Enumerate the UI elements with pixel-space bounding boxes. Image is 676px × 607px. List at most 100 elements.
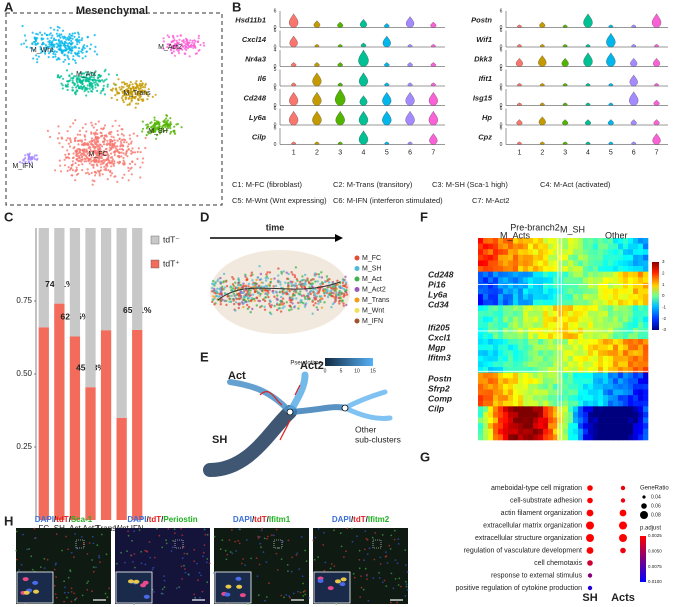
heatmap-cell	[523, 249, 528, 255]
heatmap-cell	[608, 395, 613, 401]
heatmap-cell	[573, 289, 578, 295]
heatmap-cell	[643, 311, 648, 317]
micrograph-nucleus	[44, 567, 46, 569]
umap-cell	[59, 160, 61, 162]
heatmap-cell	[533, 260, 538, 266]
umap-cell	[67, 80, 69, 82]
inset-cell	[140, 583, 146, 587]
umap-cell	[134, 151, 136, 153]
heatmap-cell	[623, 378, 628, 384]
heatmap-cell	[543, 333, 548, 339]
umap-cell	[72, 122, 74, 124]
violin-tick-label: 6	[274, 106, 277, 112]
micrograph-nucleus	[354, 577, 356, 579]
violin	[291, 142, 296, 145]
heatmap-cell	[503, 322, 508, 328]
heatmap-cell	[513, 367, 518, 373]
heatmap-cell	[578, 434, 583, 440]
umap-cell	[32, 32, 34, 34]
heatmap-cell	[618, 317, 623, 323]
trajectory-cell	[237, 282, 239, 284]
micrograph-nucleus	[281, 558, 283, 560]
micrograph-nucleus	[65, 536, 67, 538]
heatmap-cell	[588, 305, 593, 311]
heatmap-cell	[568, 311, 573, 317]
trajectory-cell	[297, 302, 299, 304]
heatmap-cell	[643, 345, 648, 351]
heatmap-cell	[523, 356, 528, 362]
heatmap-cell	[593, 384, 598, 390]
heatmap-cell	[523, 255, 528, 261]
heatmap-cell	[528, 289, 533, 295]
heatmap-cell	[503, 412, 508, 418]
heatmap-cell	[478, 249, 483, 255]
heatmap-cell	[618, 390, 623, 396]
heatmap-cell	[633, 283, 638, 289]
heatmap-cell	[518, 322, 523, 328]
umap-cell	[81, 169, 83, 171]
umap-cell	[57, 74, 59, 76]
heatmap-cell	[603, 272, 608, 278]
micrograph-nucleus	[312, 540, 314, 542]
heatmap-cell	[478, 244, 483, 250]
umap-cell	[49, 40, 51, 42]
umap-cell	[89, 162, 91, 164]
heatmap-cell	[588, 238, 593, 244]
heatmap-cell	[623, 418, 628, 424]
umap-cell	[103, 143, 105, 145]
violin	[382, 92, 391, 105]
heatmap-cell	[488, 300, 493, 306]
heatmap-cell	[613, 305, 618, 311]
panel-letter: C	[4, 209, 14, 224]
trajectory-cell	[228, 301, 230, 303]
umap-cell	[100, 166, 102, 168]
umap-cell	[90, 133, 92, 135]
trajectory-cell	[252, 283, 254, 285]
go-dot	[619, 534, 627, 542]
micrograph-nucleus	[300, 592, 302, 594]
violin	[338, 62, 343, 66]
trajectory-cell	[328, 286, 330, 288]
trajectory-cell	[247, 285, 249, 287]
heatmap-cell	[573, 423, 578, 429]
umap-cell	[75, 62, 77, 64]
colorbar-tick-label: 3	[662, 259, 665, 264]
micrograph-nucleus	[352, 541, 354, 543]
micrograph-nucleus	[197, 579, 199, 581]
heatmap-cell	[498, 249, 503, 255]
umap-cell	[59, 49, 61, 51]
heatmap-cell	[643, 283, 648, 289]
umap-cell	[64, 42, 66, 44]
umap-cell	[171, 52, 173, 54]
heatmap-cell	[498, 277, 503, 283]
micrograph-nucleus	[368, 600, 370, 602]
heatmap-cell	[493, 317, 498, 323]
heatmap-cell	[573, 390, 578, 396]
heatmap-cell	[588, 373, 593, 379]
heatmap-cell	[528, 339, 533, 345]
umap-cell	[97, 77, 99, 79]
umap-cell	[66, 45, 68, 47]
heatmap-cell	[643, 384, 648, 390]
umap-cell	[132, 86, 134, 88]
umap-cell	[81, 48, 83, 50]
umap-cell	[35, 44, 37, 46]
heatmap-cell	[608, 260, 613, 266]
umap-cell	[73, 36, 75, 38]
heatmap-cell	[563, 423, 568, 429]
heatmap-cell	[528, 294, 533, 300]
heatmap-cell	[523, 345, 528, 351]
umap-cell	[64, 159, 66, 161]
heatmap-cell	[633, 423, 638, 429]
umap-cell	[68, 166, 70, 168]
trajectory-cell	[310, 290, 312, 292]
umap-cell	[165, 117, 167, 119]
heatmap-cell	[558, 289, 563, 295]
heatmap-cell	[508, 249, 513, 255]
time-label: time	[266, 222, 285, 232]
violin	[654, 83, 659, 86]
heatmap-cell	[498, 367, 503, 373]
heatmap-cell	[538, 406, 543, 412]
heatmap-cell	[513, 434, 518, 440]
